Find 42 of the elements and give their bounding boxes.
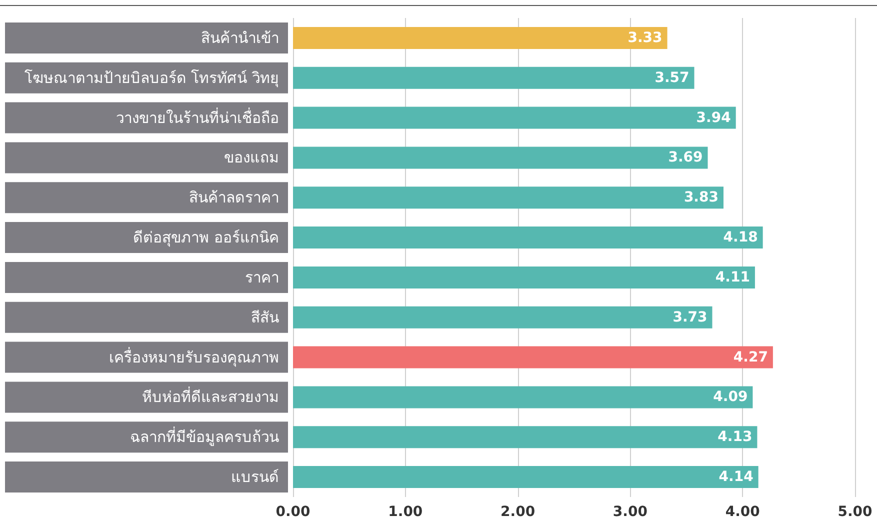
data-label: 3.94 — [696, 110, 732, 126]
y-tick-label: ของแถม — [224, 148, 279, 167]
y-tick-label: สินค้าลดราคา — [189, 188, 279, 207]
bar — [293, 66, 694, 89]
data-label: 3.33 — [628, 30, 662, 46]
data-label: 4.09 — [713, 389, 748, 406]
y-tick-label: เครื่องหมายรับรองคุณภาพ — [109, 346, 279, 368]
y-tick-label: ราคา — [245, 268, 279, 286]
data-label: 3.57 — [654, 70, 690, 86]
y-tick-label: วางขายในร้านที่น่าเชื่อถือ — [116, 106, 279, 127]
x-tick-label: 4.00 — [725, 504, 760, 520]
y-tick-label: สีสัน — [251, 308, 279, 326]
bar — [293, 186, 724, 209]
y-tick-label: สินค้านำเข้า — [201, 28, 279, 47]
data-label: 4.13 — [718, 429, 752, 446]
bar — [293, 146, 708, 169]
bar — [293, 346, 773, 368]
data-label: 3.69 — [668, 150, 703, 166]
y-tick-label: หีบห่อที่ดีและสวยงาม — [142, 386, 279, 406]
x-tick-label: 1.00 — [388, 504, 423, 520]
data-label: 3.73 — [672, 309, 708, 326]
data-label: 3.83 — [684, 190, 718, 206]
x-tick-label: 3.00 — [612, 504, 648, 520]
bar — [293, 106, 736, 129]
bar — [293, 306, 712, 328]
data-label: 4.14 — [718, 469, 754, 486]
x-tick-label: 2.00 — [500, 504, 536, 520]
bar — [293, 386, 753, 408]
bar — [293, 226, 763, 249]
data-label: 4.18 — [723, 230, 758, 246]
y-tick-label: ฉลากที่มีข้อมูลครบถ้วน — [130, 426, 279, 446]
data-label: 4.27 — [733, 349, 768, 366]
x-tick-label: 0.00 — [276, 504, 311, 520]
bar — [293, 466, 758, 488]
bar — [293, 26, 668, 49]
bar — [293, 266, 755, 288]
y-tick-label: แบรนด์ — [231, 468, 279, 486]
y-tick-label: โฆษณาตามป้ายบิลบอร์ด โทรทัศน์ วิทยุ — [24, 68, 279, 88]
bar — [293, 426, 758, 448]
x-tick-label: 5.00 — [838, 504, 873, 520]
y-tick-label: ดีต่อสุขภาพ ออร์แกนิค — [133, 228, 279, 248]
data-label: 4.11 — [715, 269, 750, 286]
